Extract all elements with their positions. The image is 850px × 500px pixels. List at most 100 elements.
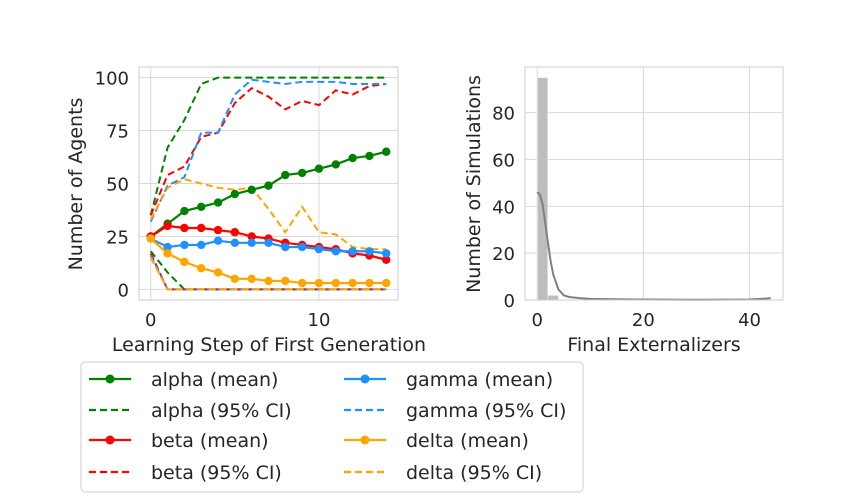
mean-point xyxy=(163,221,172,231)
mean-point xyxy=(365,247,374,256)
histogram-bar xyxy=(536,77,549,301)
legend-label: gamma (95% CI) xyxy=(406,400,566,422)
mean-point xyxy=(331,278,340,288)
mean-point xyxy=(213,268,223,277)
mean-point xyxy=(197,264,206,273)
mean-point xyxy=(297,242,307,252)
right-x-tick-label: 0 xyxy=(531,310,542,331)
left-y-axis-label: Number of Agents xyxy=(65,98,87,271)
mean-point xyxy=(264,181,273,190)
legend-entry: gamma (95% CI) xyxy=(344,400,566,422)
mean-point xyxy=(163,249,172,258)
right-x-axis-label: Final Externalizers xyxy=(567,334,740,356)
right-axes-frame xyxy=(524,66,784,301)
legend-entry: alpha (mean) xyxy=(89,369,278,391)
left-y-tick-label: 50 xyxy=(106,175,129,196)
legend-swatch-marker xyxy=(105,374,115,384)
mean-point xyxy=(382,278,391,288)
right-y-tick-label: 40 xyxy=(492,197,515,218)
mean-point xyxy=(281,242,290,252)
left-y-tick-label: 75 xyxy=(106,122,129,143)
right-y-tick-label: 60 xyxy=(492,150,515,171)
legend-label: delta (mean) xyxy=(406,430,529,452)
left-y-tick-label: 25 xyxy=(106,227,129,248)
mean-point xyxy=(281,276,290,286)
legend-entry: delta (95% CI) xyxy=(344,462,542,484)
mean-point xyxy=(213,198,223,207)
legend-label: gamma (mean) xyxy=(406,369,553,391)
mean-point xyxy=(264,276,273,286)
mean-point xyxy=(230,238,240,248)
mean-point xyxy=(213,236,223,245)
mean-point xyxy=(348,247,357,256)
kde-line xyxy=(536,191,771,301)
left-y-tick-label: 100 xyxy=(95,69,129,90)
ci-line-lower xyxy=(149,257,387,291)
left-y-tick-label: 0 xyxy=(118,280,129,301)
mean-point xyxy=(297,278,307,288)
legend-swatch-marker xyxy=(360,374,370,384)
mean-point xyxy=(163,242,172,252)
legend-swatch-marker xyxy=(360,435,370,445)
right-y-tick-label: 0 xyxy=(504,291,515,312)
left-x-tick-label: 10 xyxy=(308,310,331,331)
left-x-axis-label: Learning Step of First Generation xyxy=(112,334,426,356)
mean-point xyxy=(314,244,324,254)
mean-point xyxy=(365,151,374,161)
mean-point xyxy=(146,234,155,243)
right-y-axis-label: Number of Simulations xyxy=(463,75,485,293)
mean-point xyxy=(348,278,357,288)
right-y-tick-label: 80 xyxy=(492,104,515,125)
mean-point xyxy=(297,168,307,178)
left-axes-frame xyxy=(138,66,399,301)
mean-point xyxy=(365,278,374,288)
legend-label: delta (95% CI) xyxy=(406,462,542,484)
mean-point xyxy=(180,257,189,267)
ci-line-upper xyxy=(149,178,387,251)
mean-point xyxy=(247,232,256,241)
mean-point xyxy=(230,274,240,284)
mean-point xyxy=(281,170,290,180)
mean-point xyxy=(247,274,256,284)
legend-label: alpha (95% CI) xyxy=(151,400,292,422)
mean-point xyxy=(264,238,273,248)
right-x-tick-label: 40 xyxy=(738,310,761,331)
mean-point xyxy=(382,255,391,264)
legend-entry: gamma (mean) xyxy=(344,369,553,391)
legend-swatch-marker xyxy=(105,435,115,445)
mean-point xyxy=(230,189,240,199)
right-x-tick-label: 20 xyxy=(632,310,655,331)
right-y-tick-label: 20 xyxy=(492,244,515,265)
mean-point xyxy=(331,247,340,256)
mean-point xyxy=(180,240,189,250)
ci-line-upper xyxy=(149,76,387,216)
mean-point xyxy=(180,206,189,216)
histogram-bar xyxy=(547,295,559,301)
legend-entry: delta (mean) xyxy=(344,430,529,452)
mean-point xyxy=(197,202,206,211)
mean-point xyxy=(230,228,240,237)
mean-point xyxy=(197,223,206,233)
legend: alpha (mean) alpha (95% CI) beta (mean) bet… xyxy=(80,361,584,493)
mean-point xyxy=(314,164,324,173)
legend-label: alpha (mean) xyxy=(151,369,278,391)
left-x-tick-label: 0 xyxy=(145,310,156,331)
mean-point xyxy=(247,185,256,195)
legend-label: beta (mean) xyxy=(151,430,269,452)
mean-point xyxy=(331,160,340,169)
mean-point xyxy=(180,223,189,233)
mean-point xyxy=(213,225,223,235)
ci-line-upper xyxy=(149,78,387,223)
mean-point xyxy=(247,238,256,248)
mean-point xyxy=(382,147,391,156)
right-chart: 0 20 40 0 20 40 60 80 xyxy=(492,66,784,331)
ci-line-upper xyxy=(149,82,387,216)
mean-point xyxy=(348,153,357,163)
mean-line xyxy=(150,150,387,238)
legend-entry: beta (mean) xyxy=(89,430,269,452)
legend-entry: beta (95% CI) xyxy=(89,462,282,484)
mean-point xyxy=(197,240,206,250)
legend-label: beta (95% CI) xyxy=(151,462,282,484)
